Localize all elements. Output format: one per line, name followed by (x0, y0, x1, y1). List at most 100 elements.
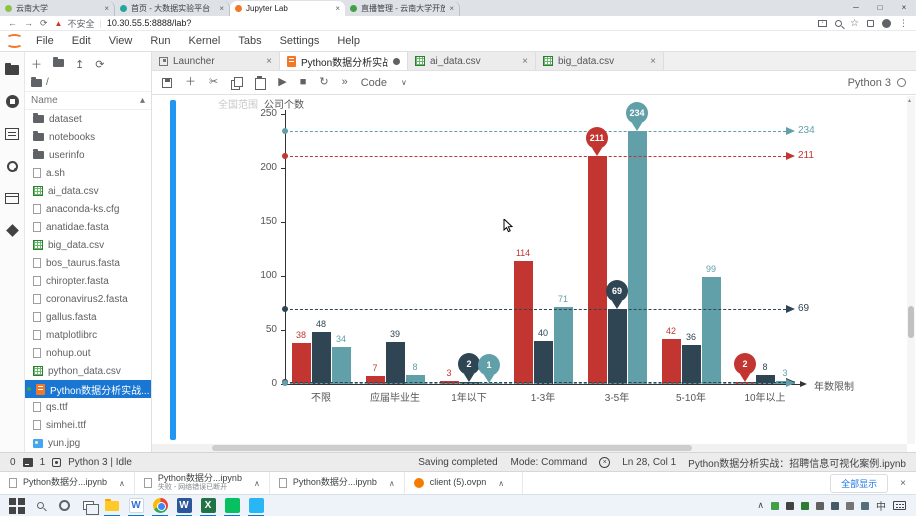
editor-mode[interactable]: Mode: Command (510, 456, 588, 468)
file-item[interactable]: yun.jpg (25, 434, 151, 452)
close-window-icon[interactable]: × (901, 3, 907, 12)
file-item[interactable]: nohup.out (25, 344, 151, 362)
tray-icon[interactable] (861, 501, 869, 510)
file-list-header[interactable]: Name ▴ (25, 91, 151, 110)
bookmark-star-icon[interactable]: ☆ (850, 17, 859, 29)
file-item[interactable]: python_data.csv (25, 362, 151, 380)
tab-close-icon[interactable]: × (266, 55, 272, 67)
tray-icon[interactable] (831, 501, 839, 510)
tray-icon[interactable] (816, 501, 824, 510)
url-text[interactable]: 10.30.55.5:8888/lab? (106, 18, 192, 28)
chevron-up-icon[interactable]: ∧ (119, 478, 125, 488)
file-item[interactable]: big_data.csv (25, 236, 151, 254)
notification-icon[interactable]: × (599, 456, 611, 468)
paste-icon[interactable] (255, 76, 267, 90)
files-icon[interactable] (5, 63, 19, 75)
forward-icon[interactable]: → (24, 18, 33, 28)
tab-close-icon[interactable]: × (449, 4, 454, 13)
maximize-icon[interactable]: □ (877, 3, 883, 12)
menu-item-help[interactable]: Help (337, 34, 360, 47)
cursor-position[interactable]: Ln 28, Col 1 (622, 456, 677, 468)
doc-tab[interactable]: big_data.csv × (536, 52, 664, 70)
taskbar-app-wps[interactable]: W (124, 495, 148, 516)
extensions-icon[interactable] (867, 19, 874, 27)
browser-tab[interactable]: 直播管理 - 云南大学开放平台…× (345, 1, 460, 16)
tab-close-icon[interactable]: × (522, 55, 528, 67)
taskbar-app-chrome[interactable] (148, 495, 172, 516)
menu-item-run[interactable]: Run (150, 34, 171, 47)
file-item[interactable]: userinfo (25, 146, 151, 164)
insert-cell-icon[interactable]: ＋ (185, 76, 196, 88)
inspector-icon[interactable] (5, 128, 19, 140)
doc-tab[interactable]: ai_data.csv × (408, 52, 536, 70)
save-icon[interactable] (162, 77, 172, 88)
file-item[interactable]: a.sh (25, 164, 151, 182)
refresh-icon[interactable]: ⟳ (95, 58, 105, 71)
tray-icon[interactable] (846, 501, 854, 510)
chevron-up-icon[interactable]: ∧ (388, 478, 395, 488)
kernel-status-text[interactable]: Python 3 | Idle (68, 456, 132, 468)
copy-icon[interactable] (231, 77, 244, 90)
upload-icon[interactable]: ↥ (75, 58, 85, 71)
restart-kernel-icon[interactable]: ↻ (319, 76, 329, 88)
menu-item-edit[interactable]: Edit (71, 34, 91, 47)
scroll-up-icon[interactable]: ▴ (908, 98, 912, 104)
file-item[interactable]: gallus.fasta (25, 308, 151, 326)
browser-tab[interactable]: 首页 - 大数据实验平台 × (115, 1, 230, 16)
tabs-icon[interactable] (5, 193, 19, 204)
running-icon[interactable] (5, 95, 19, 108)
new-launcher-icon[interactable]: ＋ (31, 59, 42, 71)
file-item[interactable]: dataset (25, 110, 151, 128)
extensions-icon[interactable] (5, 224, 19, 237)
menu-item-tabs[interactable]: Tabs (238, 34, 262, 47)
file-item[interactable]: qs.ttf (25, 398, 151, 416)
file-item[interactable]: matplotlibrc (25, 326, 151, 344)
taskbar-app-start[interactable] (4, 495, 28, 516)
menu-item-file[interactable]: File (36, 34, 54, 47)
profile-avatar[interactable] (882, 18, 891, 28)
file-item[interactable]: chiropter.fasta (25, 272, 151, 290)
tab-close-icon[interactable]: × (104, 4, 109, 13)
taskbar-app-blue-app[interactable] (244, 495, 268, 516)
download-item[interactable]: Python数据分...ipynb ∧ (270, 472, 405, 494)
file-item[interactable]: ai_data.csv (25, 182, 151, 200)
install-app-icon[interactable] (818, 19, 828, 27)
menu-item-view[interactable]: View (108, 34, 133, 47)
run-all-icon[interactable]: » (341, 76, 348, 88)
taskbar-app-excel[interactable]: X (196, 495, 220, 516)
cell-type-dropdown[interactable]: Code ∨ (361, 77, 407, 89)
tab-close-icon[interactable]: × (650, 55, 656, 67)
file-item[interactable]: coronavirus2.fasta (25, 290, 151, 308)
taskbar-app-word[interactable]: W (172, 495, 196, 516)
taskbar-app-cortana[interactable] (52, 495, 76, 516)
download-item[interactable]: client (5).ovpn ∧ (405, 472, 523, 494)
taskbar-app-explorer[interactable] (100, 495, 124, 516)
file-item[interactable]: simhei.ttf (25, 416, 151, 434)
terminal-count[interactable]: 0 (10, 456, 16, 468)
menu-item-settings[interactable]: Settings (279, 34, 320, 47)
ime-indicator[interactable]: 中 (876, 502, 886, 513)
kernel-status-icon[interactable] (897, 78, 906, 87)
active-cell-indicator[interactable] (170, 100, 176, 440)
minimize-icon[interactable]: ─ (853, 3, 859, 12)
file-item[interactable]: bos_taurus.fasta (25, 254, 151, 272)
stop-icon[interactable]: ■ (299, 76, 307, 88)
download-item[interactable]: Python数据分...ipynb ∧ (0, 472, 135, 494)
doc-tab[interactable]: Launcher × (152, 52, 280, 70)
url-box[interactable]: ▲ 不安全 | 10.30.55.5:8888/lab? (55, 17, 192, 30)
file-item[interactable]: anatidae.fasta (25, 218, 151, 236)
back-icon[interactable]: ← (8, 18, 17, 28)
chevron-up-icon[interactable]: ∧ (253, 478, 260, 488)
tray-keyboard-icon[interactable] (893, 501, 906, 510)
cut-icon[interactable]: ✂ (209, 76, 219, 88)
new-folder-icon[interactable] (53, 57, 64, 70)
sort-arrow-icon[interactable]: ▴ (139, 95, 145, 106)
download-item[interactable]: Python数据分...ipynb 失败 - 网络错误已断开 ∧ (135, 472, 270, 494)
show-all-downloads-button[interactable]: 全部显示 (830, 473, 889, 493)
browser-tab[interactable]: 云南大学 × (0, 1, 115, 16)
vertical-scrollbar[interactable]: ▴ (907, 96, 915, 444)
doc-tab[interactable]: Python数据分析实战：招聘 (280, 52, 408, 70)
close-downloads-icon[interactable]: × (900, 477, 906, 489)
kernel-name[interactable]: Python 3 (847, 76, 891, 89)
tab-close-icon[interactable]: × (219, 4, 224, 13)
